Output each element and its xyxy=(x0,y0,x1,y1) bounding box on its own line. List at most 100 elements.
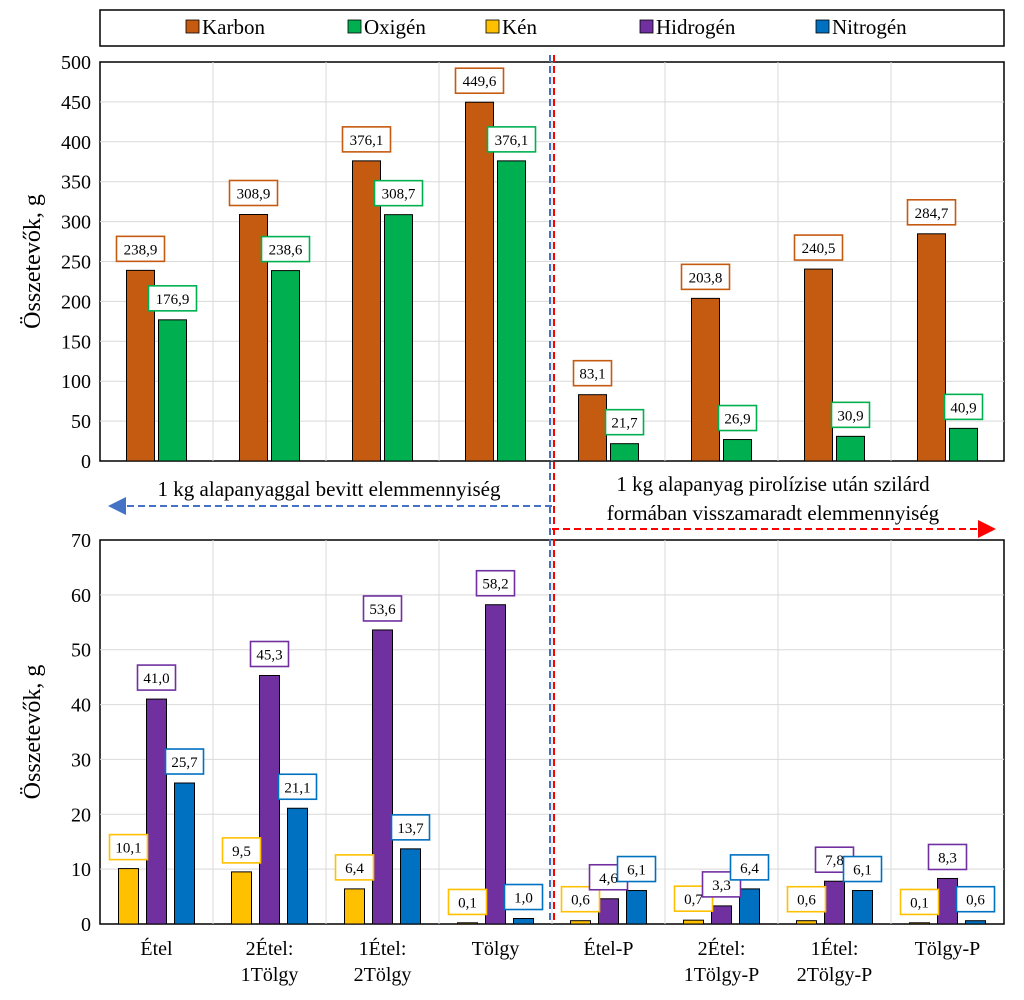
bar-k-n xyxy=(457,922,478,925)
svg-text:6,4: 6,4 xyxy=(345,861,364,877)
svg-text:8,3: 8,3 xyxy=(938,850,957,866)
x-tick-label: 1Étel: 2Tölgy-P xyxy=(797,937,873,986)
data-label-k-n: 0,6 xyxy=(786,885,827,913)
data-label-hidrog-n: 41,0 xyxy=(136,664,177,691)
legend-swatch xyxy=(639,19,654,34)
data-label-oxig-n: 21,7 xyxy=(604,408,645,436)
legend-label: Oxigén xyxy=(364,15,426,39)
bar-hidrog-n xyxy=(146,698,167,925)
bar-k-n xyxy=(231,871,252,925)
svg-text:10,1: 10,1 xyxy=(115,841,141,857)
svg-text:238,6: 238,6 xyxy=(269,243,303,259)
data-label-nitrog-n: 0,6 xyxy=(955,885,996,913)
y-tick-label: 450 xyxy=(61,92,91,114)
svg-text:284,7: 284,7 xyxy=(915,206,949,222)
data-label-k-n: 0,1 xyxy=(447,888,488,916)
y-tick-label: 300 xyxy=(61,212,91,234)
svg-text:26,9: 26,9 xyxy=(724,412,750,428)
legend-item-nitrog-n: Nitrogén xyxy=(815,15,907,39)
x-tick-label: Tölgy xyxy=(472,938,520,960)
left-arrow-head xyxy=(108,497,126,515)
y-tick-label: 0 xyxy=(81,914,91,936)
svg-text:308,7: 308,7 xyxy=(382,187,416,203)
data-label-karbon: 284,7 xyxy=(906,199,957,226)
y-axis-title: Összetevők, g xyxy=(20,194,46,329)
y-tick-label: 500 xyxy=(61,52,91,74)
svg-text:238,9: 238,9 xyxy=(124,242,158,258)
bar-karbon xyxy=(578,394,607,462)
y-tick-label: 40 xyxy=(71,695,91,717)
y-tick-label: 400 xyxy=(61,132,91,154)
legend-item-karbon: Karbon xyxy=(185,15,265,39)
bar-oxig-n xyxy=(384,214,413,462)
data-label-oxig-n: 40,9 xyxy=(943,393,984,421)
legend-label: Kén xyxy=(502,15,537,39)
svg-text:7,8: 7,8 xyxy=(825,853,844,869)
data-label-karbon: 240,5 xyxy=(793,234,844,261)
y-tick-label: 60 xyxy=(71,585,91,607)
svg-text:376,1: 376,1 xyxy=(350,133,384,149)
svg-text:13,7: 13,7 xyxy=(397,821,424,837)
svg-text:449,6: 449,6 xyxy=(463,74,497,90)
bar-hidrog-n xyxy=(711,905,732,925)
data-label-hidrog-n: 58,2 xyxy=(475,569,516,597)
data-label-nitrog-n: 6,4 xyxy=(729,854,770,881)
svg-text:176,9: 176,9 xyxy=(156,292,190,308)
data-label-oxig-n: 26,9 xyxy=(717,404,758,432)
data-label-hidrog-n: 53,6 xyxy=(362,595,403,622)
bar-hidrog-n xyxy=(372,629,393,925)
y-tick-label: 350 xyxy=(61,172,91,194)
svg-text:203,8: 203,8 xyxy=(689,270,723,286)
legend-label: Karbon xyxy=(202,15,265,39)
svg-text:0,6: 0,6 xyxy=(571,893,590,909)
svg-text:6,1: 6,1 xyxy=(853,863,872,879)
bar-nitrog-n xyxy=(174,782,195,925)
svg-text:58,2: 58,2 xyxy=(482,577,508,593)
svg-text:3,3: 3,3 xyxy=(712,878,731,894)
bar-oxig-n xyxy=(271,270,300,462)
bar-nitrog-n xyxy=(287,807,308,925)
bar-oxig-n xyxy=(497,160,526,462)
svg-text:308,9: 308,9 xyxy=(237,186,271,202)
y-tick-label: 0 xyxy=(81,451,91,473)
y-tick-label: 150 xyxy=(61,331,91,353)
data-label-karbon: 449,6 xyxy=(454,67,505,95)
bar-k-n xyxy=(344,888,365,925)
svg-text:1,0: 1,0 xyxy=(514,891,533,907)
data-label-karbon: 308,9 xyxy=(228,179,279,207)
svg-text:376,1: 376,1 xyxy=(495,133,529,149)
y-tick-label: 200 xyxy=(61,291,91,313)
svg-text:40,9: 40,9 xyxy=(950,400,976,416)
svg-text:45,3: 45,3 xyxy=(256,647,282,663)
bottom-panel: 0 10 20 30 40 50 60 70 Összetevők, g 10,1 9,5 6,4 0,… xyxy=(20,530,1005,986)
legend-swatch xyxy=(347,19,362,34)
y-axis-title: Összetevők, g xyxy=(20,665,46,800)
bar-k-n xyxy=(796,920,817,925)
bar-oxig-n xyxy=(723,439,752,462)
legend-swatch xyxy=(815,19,830,34)
y-tick-label: 10 xyxy=(71,859,91,881)
right-arrow-head xyxy=(978,520,996,538)
svg-text:53,6: 53,6 xyxy=(369,602,396,618)
svg-text:4,6: 4,6 xyxy=(599,871,618,887)
bar-hidrog-n xyxy=(259,674,280,925)
legend-box xyxy=(99,9,1005,47)
y-tick-label: 20 xyxy=(71,804,91,826)
annotation-left-text: 1 kg alapanyaggal bevitt elemmennyiség xyxy=(158,477,501,501)
y-tick-label: 50 xyxy=(71,411,91,433)
svg-text:21,7: 21,7 xyxy=(611,416,638,432)
annotation-right-text-2: formában visszamaradt elemmennyiség xyxy=(607,501,940,525)
bar-nitrog-n xyxy=(965,920,986,925)
data-label-oxig-n: 308,7 xyxy=(373,179,424,207)
annotation-right-text-1: 1 kg alapanyag pirolízise után szilárd xyxy=(616,472,930,496)
bar-karbon xyxy=(804,268,833,462)
legend: Karbon Oxigén Kén Hidrogén Nitrogén xyxy=(99,9,1005,47)
bar-nitrog-n xyxy=(513,918,534,925)
data-label-nitrog-n: 6,1 xyxy=(616,855,657,883)
bar-nitrog-n xyxy=(852,890,873,925)
bar-oxig-n xyxy=(158,319,187,462)
data-label-karbon: 376,1 xyxy=(341,126,392,153)
svg-text:0,6: 0,6 xyxy=(797,893,816,909)
svg-text:0,1: 0,1 xyxy=(910,895,929,911)
legend-item-oxig-n: Oxigén xyxy=(347,15,426,39)
